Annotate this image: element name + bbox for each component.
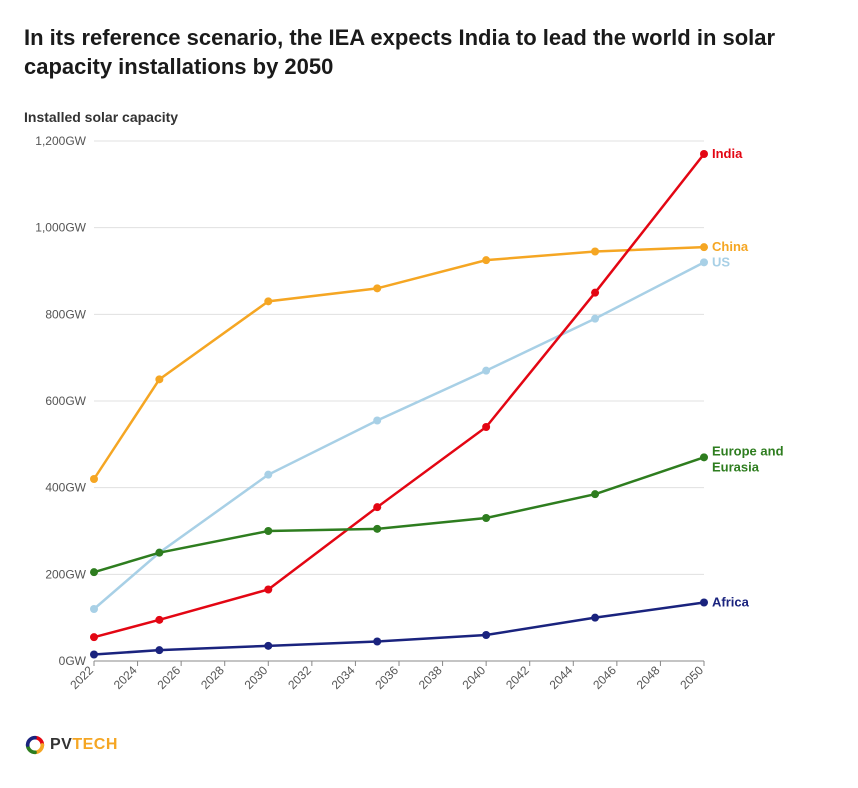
svg-text:China: China [712,239,749,254]
svg-text:2036: 2036 [372,663,401,692]
logo-text: PVTECH [50,736,118,754]
svg-text:2040: 2040 [459,663,488,692]
svg-text:200GW: 200GW [45,568,86,582]
logo-suffix: TECH [72,736,118,753]
chart-canvas: 0GW200GW400GW600GW800GW1,000GW1,200GW202… [24,131,834,721]
svg-text:US: US [712,255,730,270]
svg-text:Europe and: Europe and [712,444,784,459]
brand-logo: PVTECH [24,734,834,756]
svg-text:2024: 2024 [111,663,140,692]
svg-text:2046: 2046 [590,663,619,692]
svg-text:2048: 2048 [634,663,663,692]
svg-text:2044: 2044 [547,663,576,692]
svg-text:2030: 2030 [242,663,271,692]
svg-text:2050: 2050 [677,663,706,692]
svg-text:2038: 2038 [416,663,445,692]
svg-text:Eurasia: Eurasia [712,460,760,475]
svg-text:800GW: 800GW [45,308,86,322]
logo-ring-icon [24,734,46,756]
svg-text:2032: 2032 [285,663,314,692]
svg-text:1,000GW: 1,000GW [35,221,86,235]
svg-text:2042: 2042 [503,663,532,692]
svg-text:Africa: Africa [712,595,750,610]
chart-title: In its reference scenario, the IEA expec… [24,24,834,81]
svg-text:1,200GW: 1,200GW [35,134,86,148]
chart-subtitle: Installed solar capacity [24,109,834,125]
svg-text:600GW: 600GW [45,394,86,408]
svg-text:2028: 2028 [198,663,227,692]
logo-prefix: PV [50,736,72,753]
svg-text:400GW: 400GW [45,481,86,495]
svg-text:2034: 2034 [329,663,358,692]
line-chart: 0GW200GW400GW600GW800GW1,000GW1,200GW202… [24,131,834,726]
svg-text:India: India [712,146,743,161]
svg-text:2026: 2026 [154,663,183,692]
